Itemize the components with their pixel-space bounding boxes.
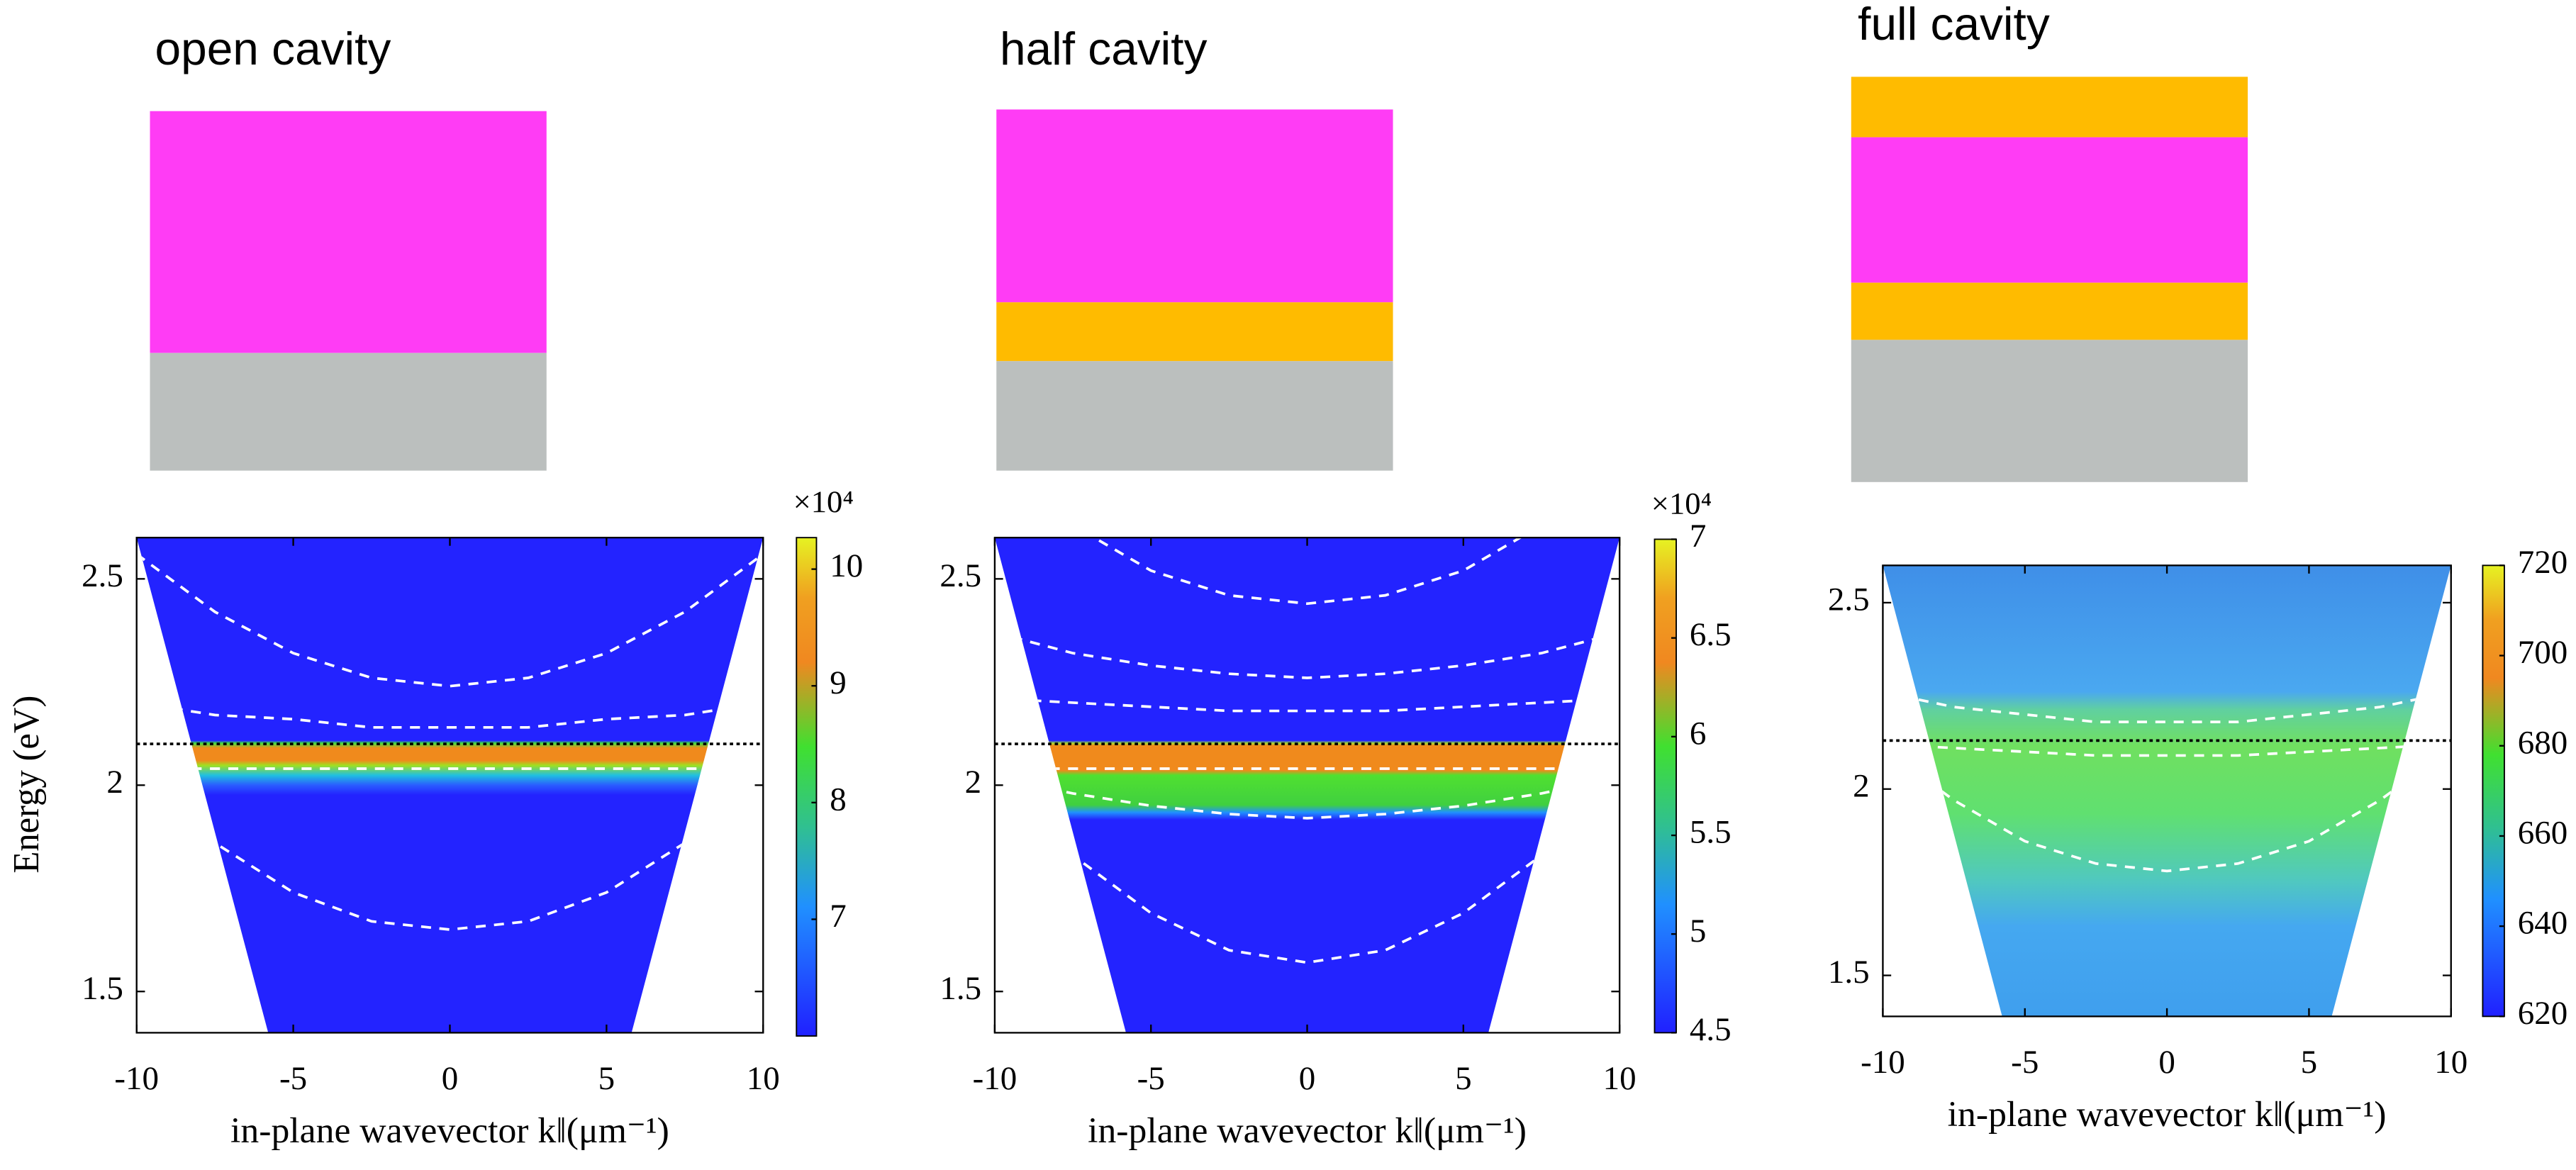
y-tick-label: 1.5 [1828, 955, 1870, 991]
x-axis-label: in-plane wavevector k‖(μm⁻¹) [1088, 1110, 1527, 1150]
x-tick-label: 5 [598, 1062, 615, 1097]
y-tick-label: 2.5 [82, 558, 123, 594]
y-tick-label: 2.5 [1828, 582, 1870, 618]
colorbar-tick-label: 640 [2518, 906, 2567, 941]
heatmap-area [1883, 565, 2451, 1017]
mode-curve [136, 552, 764, 688]
x-tick-label: -10 [973, 1062, 1017, 1097]
colorbar-tick-label: 7 [1690, 518, 1706, 554]
x-tick-label: -5 [279, 1062, 307, 1097]
mode-curve [136, 776, 764, 931]
heatmap-area [136, 537, 764, 1033]
colorbar-tick-label: 8 [830, 782, 846, 818]
colorbar-multiplier: ×10⁴ [1651, 486, 1712, 521]
y-tick-label: 1.5 [82, 971, 123, 1006]
layer [996, 361, 1393, 471]
y-tick-label: 2 [965, 764, 981, 800]
x-tick-label: -5 [1137, 1062, 1165, 1097]
y-tick-label: 2 [106, 764, 123, 800]
colorbar-tick-label: 4.5 [1690, 1012, 1732, 1047]
x-tick-label: 0 [442, 1062, 458, 1097]
mode-curve [1883, 691, 2451, 723]
layer [1851, 77, 2248, 138]
layer [1851, 340, 2248, 482]
colorbar-tick-label: 680 [2518, 725, 2567, 761]
colorbar-multiplier: ×10⁴ [793, 485, 854, 520]
x-tick-label: 5 [1455, 1062, 1471, 1097]
curves [994, 537, 1620, 964]
colorbar-tick-label: 6 [1690, 716, 1706, 752]
colorbar-tick-label: 660 [2518, 815, 2567, 851]
x-tick-label: 0 [2158, 1044, 2175, 1080]
x-axis-label: in-plane wavevector k‖(μm⁻¹) [1948, 1094, 2387, 1134]
y-tick-label: 1.5 [939, 971, 981, 1006]
x-tick-label: -10 [1861, 1044, 1905, 1080]
panel-title: full cavity [1858, 0, 2050, 50]
layer [1851, 137, 2248, 283]
colorbar-tick-label: 10 [830, 549, 863, 584]
x-tick-label: -5 [2011, 1044, 2039, 1080]
colorbar-tick-label: 5.5 [1690, 815, 1732, 850]
mode-curve [994, 775, 1620, 820]
mode-curve [994, 697, 1620, 713]
x-tick-label: 5 [2301, 1044, 2317, 1080]
curves [136, 552, 764, 931]
y-tick-label: 2.5 [939, 558, 981, 594]
y-tick-label: 2 [1853, 769, 1869, 804]
colorbar [1654, 538, 1677, 1034]
colorbar-tick-label: 7 [830, 898, 846, 934]
panel-title: half cavity [1000, 23, 1208, 74]
x-tick-label: 10 [2434, 1044, 2468, 1080]
layer [1851, 282, 2248, 340]
colorbar-tick-label: 620 [2518, 996, 2567, 1031]
colorbar-tick-label: 9 [830, 665, 846, 701]
mode-curve [994, 771, 1620, 964]
colorbar-tick-label: 700 [2518, 635, 2567, 671]
panel-title: open cavity [155, 23, 391, 74]
x-tick-label: -10 [114, 1062, 159, 1097]
colorbar-tick-label: 6.5 [1690, 618, 1732, 653]
x-tick-label: 0 [1299, 1062, 1315, 1097]
layer [996, 302, 1393, 362]
layer [996, 109, 1393, 303]
x-tick-label: 10 [747, 1062, 780, 1097]
mode-curve [994, 631, 1620, 679]
y-axis-label: Energy (eV) [6, 696, 48, 874]
colorbar-tick-label: 5 [1690, 913, 1706, 949]
mode-curve [136, 701, 764, 729]
colorbar [796, 537, 818, 1037]
curves [1883, 691, 2451, 873]
mode-curve [1883, 742, 2451, 757]
x-axis-label: in-plane wavevector k‖(μm⁻¹) [230, 1110, 669, 1150]
layer [150, 111, 547, 353]
x-tick-label: 10 [1603, 1062, 1637, 1097]
mode-curve [1883, 747, 2451, 873]
colorbar-tick-label: 720 [2518, 545, 2567, 580]
colorbar [2482, 564, 2505, 1018]
mode-curve [994, 537, 1620, 606]
layer [150, 352, 547, 471]
heatmap-area [994, 537, 1620, 1033]
